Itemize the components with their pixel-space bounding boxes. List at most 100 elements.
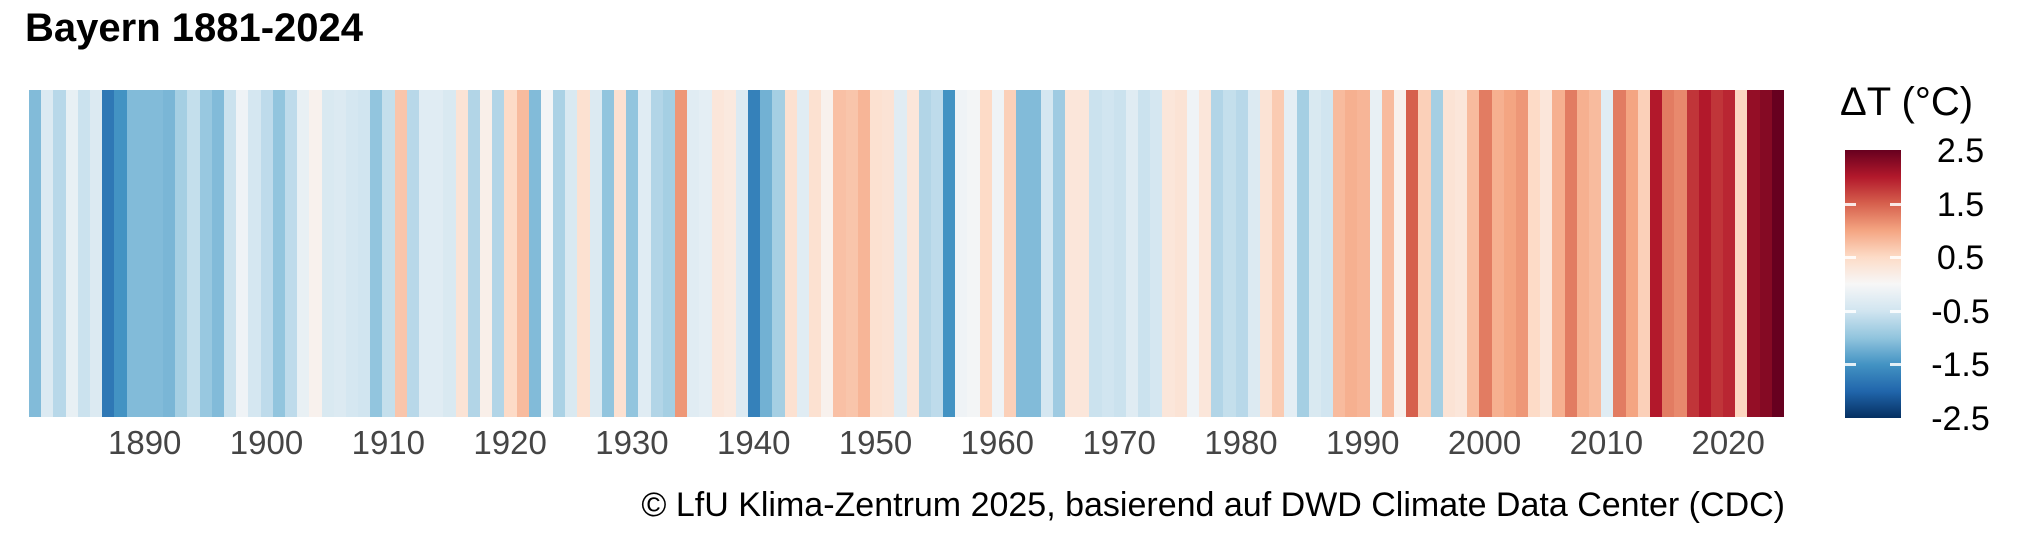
year-stripe-2002 <box>1503 90 1516 417</box>
year-stripe-2024 <box>1771 90 1784 417</box>
year-stripe-2020 <box>1723 90 1736 417</box>
year-stripe-1967 <box>1077 90 1090 417</box>
year-stripe-2006 <box>1552 90 1565 417</box>
year-stripe-1908 <box>358 90 371 417</box>
x-tick-label-1890: 1890 <box>107 424 182 461</box>
year-stripe-1940 <box>748 90 761 417</box>
legend-tick-label-1.5: 1.5 <box>1936 185 1985 224</box>
year-stripe-1988 <box>1333 90 1346 417</box>
year-stripe-1962 <box>1016 90 1029 417</box>
year-stripe-1979 <box>1223 90 1236 417</box>
year-stripe-1935 <box>687 90 700 417</box>
year-stripe-2014 <box>1649 90 1663 417</box>
year-stripe-1890 <box>138 90 151 417</box>
year-stripe-1884 <box>65 90 78 417</box>
x-tick-label-1990: 1990 <box>1326 424 1400 461</box>
year-stripe-1978 <box>1211 90 1224 417</box>
x-tick-label-1940: 1940 <box>717 424 791 461</box>
year-stripe-1929 <box>614 90 627 417</box>
year-stripe-1896 <box>211 90 224 417</box>
year-stripe-1919 <box>492 90 505 417</box>
year-stripe-2001 <box>1491 90 1504 417</box>
year-stripe-1902 <box>284 90 298 417</box>
year-stripe-1916 <box>455 90 468 417</box>
x-tick-label-1930: 1930 <box>595 424 669 461</box>
year-stripe-1909 <box>370 90 383 417</box>
colorbar-tick-mark <box>1845 309 1856 313</box>
year-stripe-1985 <box>1296 90 1309 417</box>
year-stripe-2003 <box>1515 90 1529 417</box>
year-stripe-1952 <box>894 90 907 417</box>
x-tick-label-1980: 1980 <box>1204 424 1278 461</box>
year-stripe-1945 <box>809 90 822 417</box>
year-stripe-1904 <box>309 90 322 417</box>
year-stripe-2015 <box>1662 90 1675 417</box>
stripes-plot-area <box>29 90 1784 417</box>
year-stripe-1931 <box>638 90 651 417</box>
year-stripe-1901 <box>272 90 285 417</box>
year-stripe-1883 <box>53 90 66 417</box>
legend-tick-label--0.5: -0.5 <box>1931 292 1990 331</box>
legend-tick-label-2.5: 2.5 <box>1936 132 1985 170</box>
year-stripe-1905 <box>321 90 334 417</box>
year-stripe-1938 <box>723 90 736 417</box>
year-stripe-1949 <box>857 90 870 417</box>
year-stripe-2010 <box>1601 90 1614 417</box>
year-stripe-1981 <box>1247 90 1260 417</box>
year-stripe-1976 <box>1186 90 1199 417</box>
x-tick-label-1970: 1970 <box>1082 424 1156 461</box>
year-stripe-2023 <box>1759 90 1772 417</box>
year-stripe-1994 <box>1406 90 1419 417</box>
year-stripe-1944 <box>796 90 809 417</box>
year-stripe-1926 <box>577 90 590 417</box>
year-stripe-1947 <box>833 90 846 417</box>
year-stripe-1934 <box>674 90 688 417</box>
year-stripe-1951 <box>882 90 895 417</box>
colorbar-tick-mark <box>1890 363 1901 367</box>
year-stripe-1974 <box>1162 90 1175 417</box>
year-stripe-1996 <box>1430 90 1443 417</box>
year-stripe-1933 <box>662 90 675 417</box>
year-stripe-1990 <box>1357 90 1370 417</box>
year-stripe-1975 <box>1174 90 1187 417</box>
year-stripe-1912 <box>406 90 419 417</box>
year-stripe-1941 <box>760 90 773 417</box>
year-stripe-1918 <box>479 90 493 417</box>
x-axis: 1890 1900 1910 1920 1930 1940 1950 1960 1970 1980… <box>0 424 2025 464</box>
year-stripe-1984 <box>1284 90 1297 417</box>
year-stripe-1963 <box>1028 90 1041 417</box>
colorbar-tick-mark <box>1890 309 1901 313</box>
year-stripe-1927 <box>589 90 602 417</box>
x-tick-label-2020: 2020 <box>1691 424 1765 461</box>
year-stripe-1915 <box>443 90 456 417</box>
year-stripe-2016 <box>1674 90 1687 417</box>
year-stripe-1897 <box>224 90 237 417</box>
year-stripe-1955 <box>930 90 944 417</box>
x-tick-label-1920: 1920 <box>473 424 547 461</box>
x-tick-label-2000: 2000 <box>1447 424 1522 461</box>
year-stripe-1932 <box>650 90 663 417</box>
year-stripe-2007 <box>1564 90 1577 417</box>
year-stripe-2013 <box>1637 90 1650 417</box>
year-stripe-1998 <box>1454 90 1468 417</box>
year-stripe-1898 <box>236 90 249 417</box>
year-stripe-1950 <box>869 90 883 417</box>
legend-tick-labels: 2.5 1.5 0.5 -0.5 -1.5 -2.5 <box>1903 132 2023 438</box>
year-stripe-1964 <box>1040 90 1053 417</box>
legend-tick-label--1.5: -1.5 <box>1931 346 1990 385</box>
year-stripe-1893 <box>175 90 188 417</box>
year-stripe-2019 <box>1710 90 1724 417</box>
year-stripe-2012 <box>1625 90 1638 417</box>
year-stripe-1961 <box>1004 90 1017 417</box>
legend-colorbar <box>1845 150 1901 418</box>
year-stripe-1973 <box>1150 90 1163 417</box>
year-stripe-1970 <box>1113 90 1126 417</box>
year-stripe-1928 <box>601 90 614 417</box>
year-stripe-1993 <box>1394 90 1407 417</box>
year-stripe-1911 <box>394 90 407 417</box>
year-stripe-1923 <box>540 90 554 417</box>
chart-title: Bayern 1881-2024 <box>25 6 364 50</box>
year-stripe-1983 <box>1272 90 1285 417</box>
year-stripe-1925 <box>565 90 578 417</box>
